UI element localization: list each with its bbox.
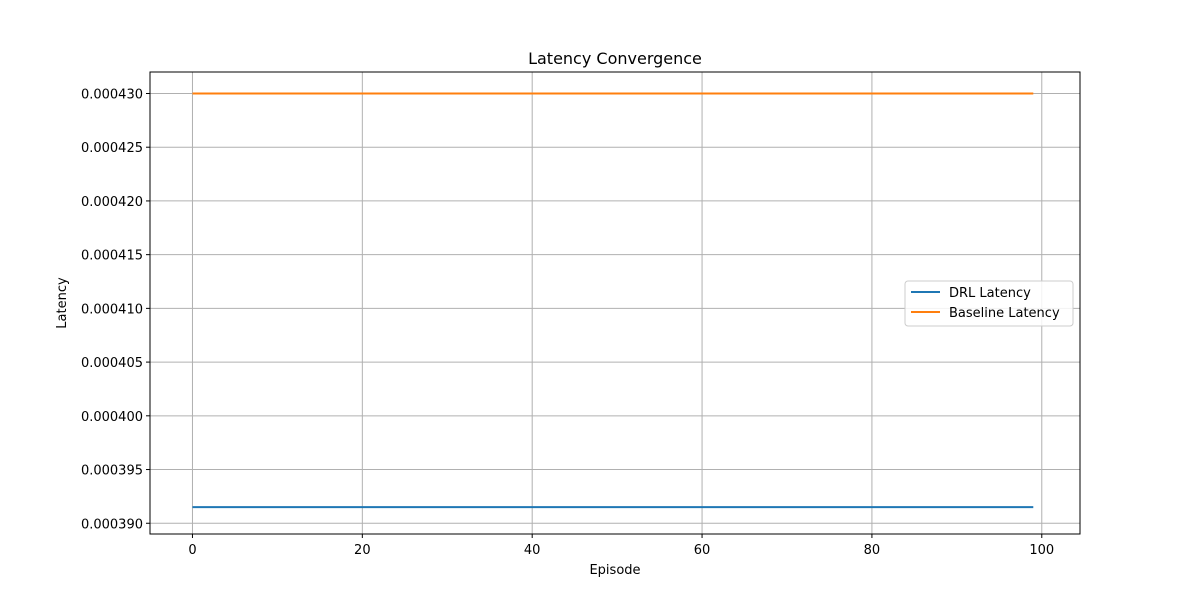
y-axis-label: Latency [55,277,70,329]
y-tick-label: 0.000410 [81,302,143,317]
legend-label-drl: DRL Latency [949,286,1031,301]
x-axis-label: Episode [589,563,640,578]
x-tick-label: 20 [354,543,371,558]
legend-label-baseline: Baseline Latency [949,306,1060,321]
y-tick-label: 0.000415 [81,249,143,264]
y-tick-label: 0.000425 [81,141,143,156]
y-tick-label: 0.000430 [81,87,143,102]
x-tick-label: 0 [188,543,196,558]
legend-box [904,280,1074,327]
legend: DRL Latency Baseline Latency [904,280,1074,327]
y-tick-label: 0.000395 [81,464,143,479]
y-tick-label: 0.000405 [81,356,143,371]
x-tick-label: 60 [694,543,711,558]
x-tick-label: 40 [524,543,541,558]
chart-title: Latency Convergence [528,49,702,68]
y-tick-label: 0.000420 [81,195,143,210]
axis-ticks: 0 20 40 60 80 100 0.000390 0.000395 0.000400 0.00… [81,87,1054,558]
y-tick-label: 0.000400 [81,410,143,425]
series-lines [192,92,1034,509]
x-tick-label: 80 [864,543,881,558]
x-tick-label: 100 [1029,543,1054,558]
plot-area-frame [149,71,1081,535]
y-tick-label: 0.000390 [81,517,143,532]
